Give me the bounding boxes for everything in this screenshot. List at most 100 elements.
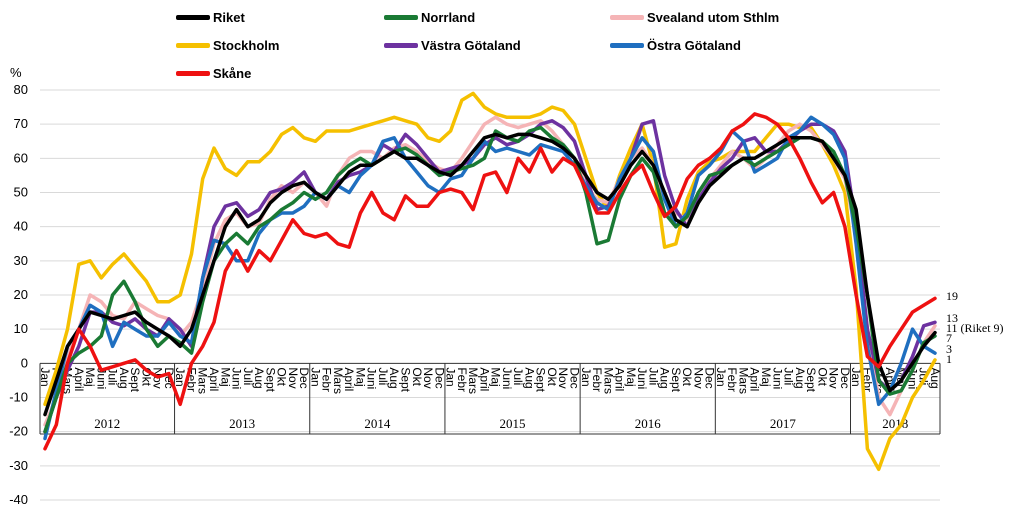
x-tick-label: Sept — [399, 367, 413, 392]
x-tick-label: Juni — [500, 367, 514, 389]
y-tick-label: 10 — [14, 321, 28, 336]
x-tick-label: Juli — [376, 367, 390, 385]
y-tick-label: 20 — [14, 287, 28, 302]
end-label: 13 — [946, 311, 958, 325]
x-tick-label: Aug — [387, 367, 401, 388]
x-tick-label: Juli — [106, 367, 120, 385]
year-label: 2012 — [94, 416, 120, 431]
y-tick-label: 50 — [14, 185, 28, 200]
x-tick-label: Juni — [635, 367, 649, 389]
x-tick-label: Aug — [252, 367, 266, 388]
x-tick-label: April — [342, 367, 356, 391]
x-tick-label: Mars — [736, 367, 750, 394]
end-label: 7 — [946, 331, 952, 345]
legend-label: Östra Götaland — [647, 38, 741, 53]
x-tick-label: Aug — [793, 367, 807, 388]
x-tick-label: Jan — [714, 367, 728, 386]
legend-label: Skåne — [213, 66, 252, 81]
end-label: 3 — [946, 342, 952, 356]
x-tick-label: Aug — [117, 367, 131, 388]
x-tick-label: Jan — [308, 367, 322, 386]
x-tick-label: Juli — [511, 367, 525, 385]
year-label: 2013 — [229, 416, 255, 431]
series-line-stockholm — [43, 91, 937, 472]
y-tick-label: -30 — [9, 458, 28, 473]
y-tick-label: 70 — [14, 116, 28, 131]
x-tick-label: Febr — [320, 367, 334, 392]
y-tick-label: -20 — [9, 424, 28, 439]
legend-label: Riket — [213, 10, 245, 25]
legend-item: Östra Götaland — [610, 38, 741, 53]
y-axis: 80 70 60 50 40 30 20 10 0 -10 -20 -30 -40 — [9, 82, 28, 507]
x-tick-label: Febr — [590, 367, 604, 392]
legend-item: Riket — [176, 10, 245, 25]
legend-swatch — [610, 15, 644, 20]
x-tick-label: Juni — [905, 367, 919, 389]
x-tick-label: Aug — [658, 367, 672, 388]
x-tick-label: Sept — [263, 367, 277, 392]
x-tick-label: Juli — [646, 367, 660, 385]
x-tick-label: Mars — [196, 367, 210, 394]
x-tick-label: Jan — [173, 367, 187, 386]
series-line-norrland — [43, 125, 937, 434]
x-tick-label: Sept — [534, 367, 548, 392]
x-tick-label: Juli — [782, 367, 796, 385]
x-tick-label: Febr — [455, 367, 469, 392]
x-tick-label: Maj — [489, 367, 503, 386]
y-tick-label: -10 — [9, 390, 28, 405]
end-label: 19 — [946, 289, 958, 303]
x-tick-label: Dec — [838, 367, 852, 388]
y-tick-label: 0 — [21, 355, 28, 370]
x-tick-label: Maj — [353, 367, 367, 386]
x-tick-label: Jan — [849, 367, 863, 386]
legend-swatch — [610, 43, 644, 48]
year-label: 2015 — [500, 416, 526, 431]
end-label: 11 (Riket 9) — [946, 321, 1004, 335]
legend-swatch — [384, 15, 418, 20]
x-tick-label: Mars — [331, 367, 345, 394]
year-label: 2014 — [364, 416, 391, 431]
x-tick-label: Sept — [804, 367, 818, 392]
legend-swatch — [176, 71, 210, 76]
x-tick-label: Maj — [218, 367, 232, 386]
x-tick-label: Juni — [230, 367, 244, 389]
series-lines — [43, 91, 937, 472]
x-tick-label: Dec — [432, 367, 446, 388]
x-tick-label: Maj — [83, 367, 97, 386]
x-tick-label: Juli — [241, 367, 255, 385]
x-tick-label: Okt — [545, 367, 559, 386]
y-tick-label: 60 — [14, 150, 28, 165]
legend-item: Svealand utom Sthlm — [610, 10, 779, 25]
legend-item: Norrland — [384, 10, 475, 25]
x-tick-label: April — [72, 367, 86, 391]
x-tick-label: Maj — [759, 367, 773, 386]
legend-swatch — [176, 15, 210, 20]
x-tick-label: April — [613, 367, 627, 391]
x-tick-label: Nov — [827, 367, 841, 388]
legend-label: Stockholm — [213, 38, 280, 53]
y-tick-label: 30 — [14, 253, 28, 268]
x-tick-label: Sept — [128, 367, 142, 392]
gridlines — [40, 89, 940, 501]
x-tick-label: Juni — [94, 367, 108, 389]
x-tick-label: Mars — [466, 367, 480, 394]
x-tick-label: Aug — [522, 367, 536, 388]
x-axis: JanFebrMarsAprilMajJuniJuliAugSeptOktNov… — [38, 362, 942, 435]
legend-label: Norrland — [421, 10, 476, 25]
x-tick-label: Maj — [624, 367, 638, 386]
x-tick-label: Nov — [691, 367, 705, 388]
x-tick-label: Aug — [928, 367, 942, 388]
legend-label: Västra Götaland — [421, 38, 521, 53]
year-label: 2017 — [770, 416, 797, 431]
x-tick-label: Nov — [286, 367, 300, 388]
legend-item: Skåne — [176, 66, 251, 81]
legend-swatch — [384, 43, 418, 48]
x-tick-label: Okt — [275, 367, 289, 386]
legend: Riket Norrland Svealand utom Sthlm Stockhol… — [0, 0, 1024, 90]
end-label: 1 — [946, 352, 952, 366]
legend-item: Västra Götaland — [384, 38, 521, 53]
x-tick-label: Okt — [815, 367, 829, 386]
x-tick-label: Dec — [297, 367, 311, 388]
